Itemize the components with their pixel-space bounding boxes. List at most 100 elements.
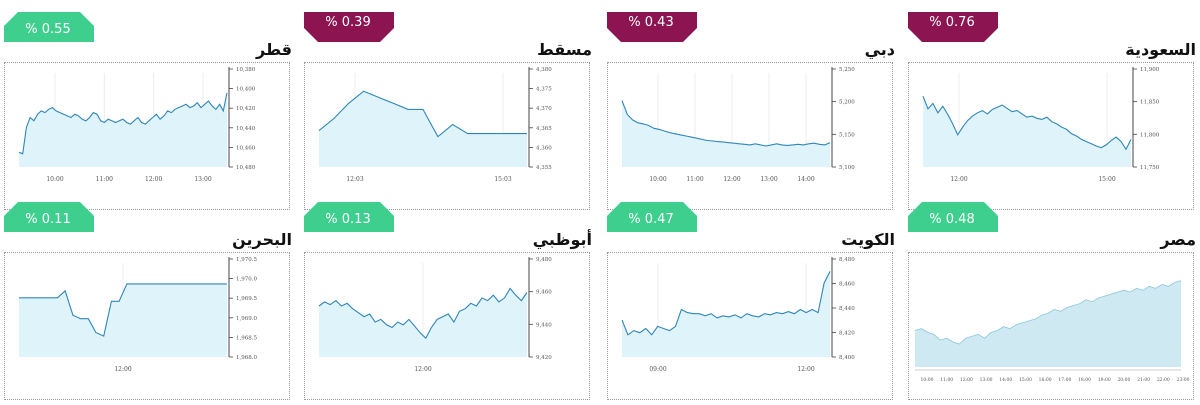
y-tick-label: 1,970.0	[236, 277, 257, 283]
x-tick-label: 14:00	[999, 377, 1012, 383]
price-line	[922, 95, 1132, 151]
change-percent: % 0.55	[25, 22, 71, 37]
y-tick-label: 4,380	[536, 67, 552, 73]
x-tick-label: 15:00	[1019, 377, 1032, 383]
area-fill	[915, 280, 1181, 367]
chart-svg: 10:00 11:00 12:00 13:00 10,380 10,400 10,420 10…	[18, 67, 256, 183]
y-tick-label: 8,480	[839, 257, 855, 263]
chart-area: 10:00 11:00 12:00 13:00 14:00 15:00 16:00 17:00…	[908, 252, 1194, 400]
x-tick-label: 10:00	[649, 176, 666, 183]
y-tick-label: 8,400	[839, 355, 855, 361]
x-tick-label: 12:00	[797, 366, 814, 373]
chart-svg: 09:00 12:00 8,480 8,460 8,440 8,420 8,400	[621, 257, 855, 373]
x-tick-label: 11:00	[940, 377, 953, 383]
chart-svg: 12:00 15:00 11,900 11,850 11,800 11,750	[922, 67, 1160, 183]
panel-muscat: % 0.39 مسقط 12:03 15:03 4,380 4,375 4,370 4,365…	[304, 12, 592, 212]
y-tick-label: 5,250	[839, 67, 855, 73]
panel-egypt: % 0.48 مصر 10:00 11:00 12:00 13:00 14:00 15:00 1…	[908, 202, 1196, 402]
x-tick-label: 22:00	[1157, 377, 1170, 383]
x-tick-label: 13:00	[760, 176, 777, 183]
change-badge: % 0.11	[4, 202, 94, 236]
y-tick-label: 4,360	[536, 145, 552, 151]
x-tick-label: 12:03	[346, 176, 363, 183]
y-tick-label: 8,420	[839, 331, 855, 337]
price-line	[914, 280, 1182, 345]
y-tick-label: 1,968.5	[236, 335, 257, 341]
y-tick-label: 5,200	[839, 100, 855, 106]
x-tick-label: 11:00	[96, 176, 113, 183]
change-badge: % 0.47	[607, 202, 697, 236]
change-percent: % 0.76	[929, 15, 975, 30]
x-tick-label: 23:00	[1177, 377, 1190, 383]
area-fill	[923, 96, 1131, 167]
chart-area: 12:00 1,970.5 1,970.0 1,969.5 1,969.0 1,968.5…	[4, 252, 290, 400]
y-tick-label: 10,380	[236, 67, 256, 73]
market-title: مسقط	[537, 40, 592, 59]
chart-area: 09:00 12:00 8,480 8,460 8,440 8,420 8,400	[607, 252, 893, 400]
price-line	[318, 287, 528, 340]
panel-qatar: % 0.55 قطر 10:00 11:00 12:00 13:00 10,380 10,40…	[4, 12, 292, 212]
y-tick-label: 11,850	[1140, 100, 1160, 106]
y-tick-label: 8,440	[839, 306, 855, 312]
chart-svg: 10:00 11:00 12:00 13:00 14:00 5,250 5,200 5,150…	[621, 67, 855, 183]
change-percent: % 0.48	[929, 212, 975, 227]
y-tick-label: 10,440	[236, 126, 256, 132]
up-arrow-badge-shape	[4, 12, 94, 42]
y-tick-label: 11,800	[1140, 132, 1160, 138]
x-tick-label: 11:00	[686, 176, 703, 183]
y-tick-label: 1,970.5	[236, 257, 257, 263]
y-tick-label: 10,480	[236, 165, 256, 171]
panel-dubai: % 0.43 دبي 10:00 11:00 12:00 13:00 14:00 5,250 5…	[607, 12, 895, 212]
area-fill	[622, 100, 830, 167]
chart-area: 10:00 11:00 12:00 13:00 14:00 5,250 5,200 5,150…	[607, 62, 893, 210]
change-badge: % 0.13	[304, 202, 394, 236]
y-tick-label: 9,480	[536, 257, 552, 263]
x-tick-label: 14:00	[797, 176, 814, 183]
x-tick-label: 19:00	[1098, 377, 1111, 383]
change-badge: % 0.39	[304, 12, 394, 46]
x-tick-label: 17:00	[1058, 377, 1071, 383]
change-percent: % 0.47	[628, 212, 674, 227]
x-tick-label: 20:00	[1117, 377, 1130, 383]
down-arrow-badge-shape	[908, 12, 998, 42]
x-tick-label: 15:03	[494, 176, 511, 183]
market-title: دبي	[864, 40, 895, 59]
down-arrow-badge-shape	[304, 12, 394, 42]
price-line	[621, 271, 831, 336]
price-line	[621, 100, 831, 147]
x-tick-label: 12:00	[950, 176, 967, 183]
y-tick-label: 11,900	[1140, 67, 1160, 73]
down-arrow-badge-shape	[607, 12, 697, 42]
x-tick-label: 10:00	[46, 176, 63, 183]
chart-svg: 12:03 15:03 4,380 4,375 4,370 4,365 4,360 4,355	[318, 67, 552, 183]
market-title: الكويت	[841, 230, 895, 249]
market-title: قطر	[255, 40, 292, 59]
y-tick-label: 8,460	[839, 282, 855, 288]
change-badge: % 0.43	[607, 12, 697, 46]
y-tick-label: 4,370	[536, 106, 552, 112]
area-fill	[622, 271, 830, 357]
price-line	[18, 92, 228, 155]
up-arrow-badge-shape	[4, 202, 94, 232]
x-tick-label: 12:00	[960, 377, 973, 383]
price-line	[19, 283, 227, 337]
area-fill	[319, 91, 527, 167]
x-tick-label: 10:00	[921, 377, 934, 383]
chart-area: 10:00 11:00 12:00 13:00 10,380 10,400 10,420 10…	[4, 62, 290, 210]
x-tick-label: 13:00	[980, 377, 993, 383]
chart-svg: 10:00 11:00 12:00 13:00 14:00 15:00 16:00 17:00…	[914, 280, 1190, 383]
panel-kuwait: % 0.47 الكويت 09:00 12:00 8,480 8,460 8,440 8,4…	[607, 202, 895, 402]
x-tick-label: 12:00	[414, 366, 431, 373]
chart-area: 12:03 15:03 4,380 4,375 4,370 4,365 4,360 4,355	[304, 62, 590, 210]
y-tick-label: 10,400	[236, 87, 256, 93]
y-tick-label: 10,420	[236, 106, 256, 112]
y-tick-label: 1,969.5	[236, 296, 257, 302]
y-tick-label: 1,968.0	[236, 355, 257, 361]
x-tick-label: 16:00	[1039, 377, 1052, 383]
change-badge: % 0.76	[908, 12, 998, 46]
area-fill	[19, 92, 227, 167]
change-percent: % 0.13	[325, 212, 371, 227]
up-arrow-badge-shape	[304, 202, 394, 232]
chart-area: 12:00 15:00 11,900 11,850 11,800 11,750	[908, 62, 1194, 210]
y-tick-label: 4,355	[536, 165, 552, 171]
